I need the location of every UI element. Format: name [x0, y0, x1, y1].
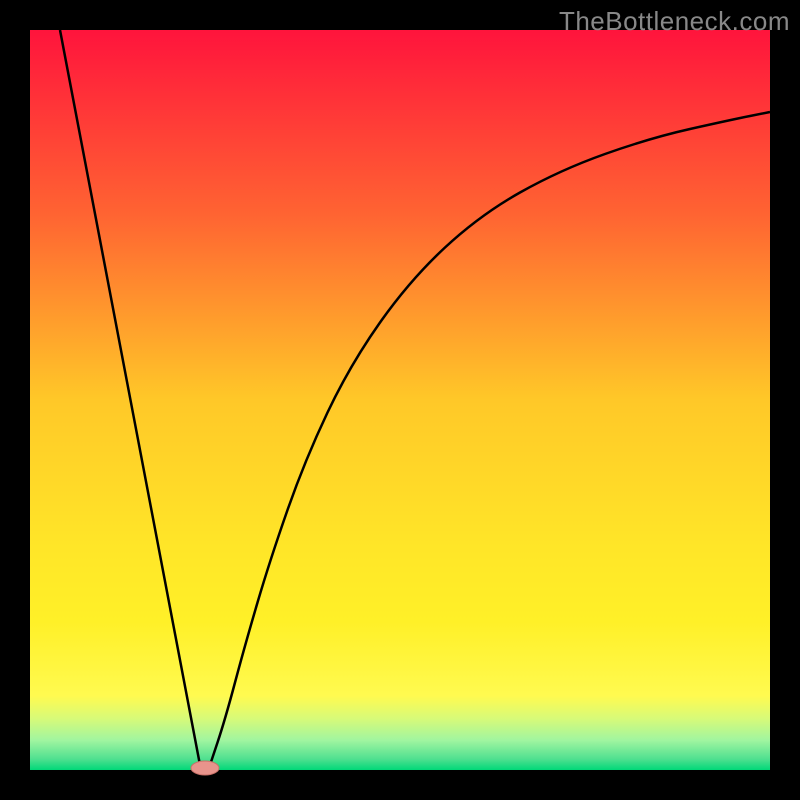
chart-svg: [0, 0, 800, 800]
watermark-text: TheBottleneck.com: [559, 6, 790, 37]
bottleneck-chart: TheBottleneck.com: [0, 0, 800, 800]
chart-background: [30, 30, 770, 770]
minimum-marker: [191, 761, 219, 775]
